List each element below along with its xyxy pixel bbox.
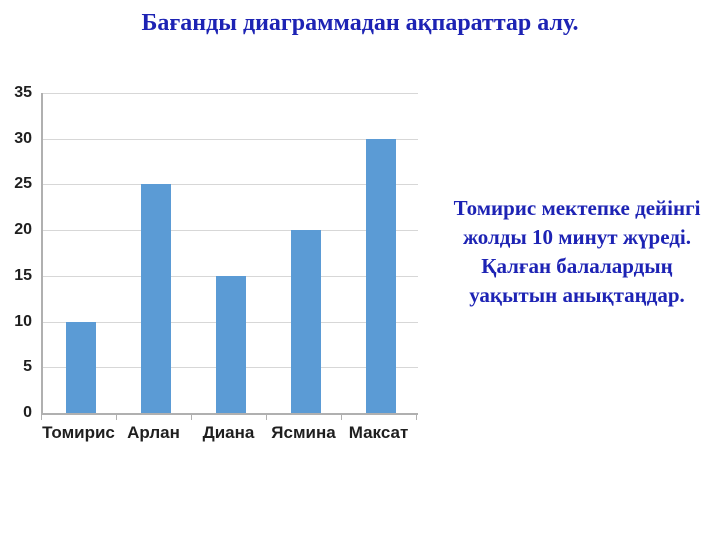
bar bbox=[365, 138, 396, 413]
x-axis-tick bbox=[191, 415, 192, 420]
y-tick-label: 30 bbox=[14, 129, 32, 147]
y-tick-label: 25 bbox=[14, 175, 32, 193]
x-axis-tick bbox=[116, 415, 117, 420]
x-axis-tick bbox=[41, 415, 42, 420]
y-tick-label: 20 bbox=[14, 221, 32, 239]
x-category-label: Арлан bbox=[127, 423, 180, 442]
bar bbox=[290, 230, 321, 413]
grid-line bbox=[43, 184, 418, 186]
y-tick-label: 10 bbox=[14, 312, 32, 330]
y-tick-label: 0 bbox=[23, 404, 32, 421]
x-axis-tick bbox=[341, 415, 342, 420]
x-category-label: Максат bbox=[348, 423, 409, 442]
y-tick-label: 35 bbox=[14, 84, 32, 101]
x-category-label: Диана bbox=[202, 423, 255, 442]
bar bbox=[65, 321, 96, 413]
bar bbox=[140, 184, 171, 413]
grid-line bbox=[43, 230, 418, 232]
y-tick-label: 5 bbox=[23, 358, 32, 376]
x-category-label: Томирис bbox=[42, 423, 115, 442]
question-text: Томирис мектепке дейінгі жолды 10 минут … bbox=[453, 196, 701, 307]
slide-title: Бағанды диаграммадан ақпараттар алу. bbox=[141, 10, 579, 36]
x-axis-tick bbox=[416, 415, 417, 420]
x-category-label: Ясмина bbox=[271, 423, 336, 442]
grid-line bbox=[43, 138, 418, 140]
plot-area bbox=[41, 93, 418, 415]
bar bbox=[215, 275, 246, 413]
grid-line bbox=[43, 93, 418, 94]
bar-chart: 0 5 10 15 20 25 30 35 Томирис Арлан Диана Ясмина Ма… bbox=[0, 60, 435, 452]
y-tick-label: 15 bbox=[14, 266, 32, 284]
x-axis-tick bbox=[266, 415, 267, 420]
